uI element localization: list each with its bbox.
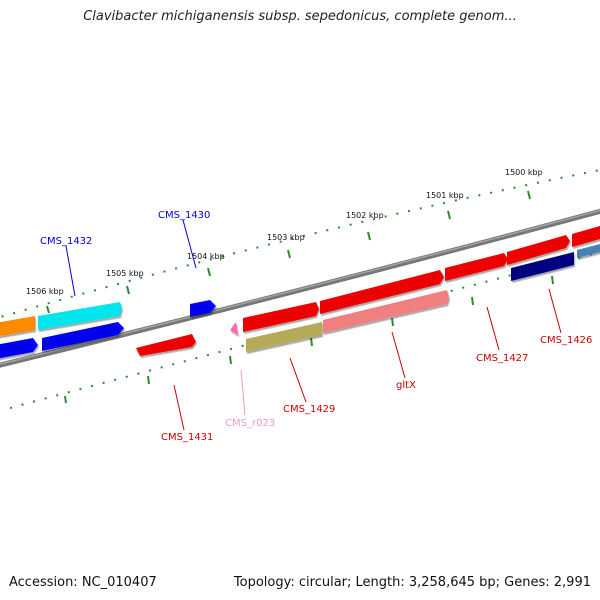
leader-line xyxy=(182,219,197,269)
scale-label: 1503 kbp xyxy=(267,233,305,242)
minor-tick xyxy=(310,337,313,347)
gene-label[interactable]: CMS_1432 xyxy=(40,236,92,247)
gene-arrow[interactable] xyxy=(572,226,600,247)
gene-arrow[interactable] xyxy=(507,235,570,265)
gene-label[interactable]: CMS_1431 xyxy=(161,432,213,443)
scale-label: 1500 kbp xyxy=(505,168,543,177)
leader-line xyxy=(486,306,500,351)
gene-arrow[interactable] xyxy=(0,316,35,337)
leader-line xyxy=(65,245,76,297)
leader-line xyxy=(391,331,406,379)
minor-tick xyxy=(229,355,232,365)
minor-tick xyxy=(64,395,67,404)
gene-label[interactable]: CMS_1426 xyxy=(540,335,592,346)
gene-arrow[interactable] xyxy=(230,322,238,335)
major-tick xyxy=(207,267,211,277)
minor-tick xyxy=(471,296,474,306)
gene-arrow[interactable] xyxy=(320,270,444,314)
major-tick xyxy=(447,210,451,220)
gene-arrow[interactable] xyxy=(0,338,38,359)
leader-line xyxy=(289,357,307,403)
gene-arrow[interactable] xyxy=(38,302,122,330)
outer-scale-ticks xyxy=(0,169,600,319)
map-title: Clavibacter michiganensis subsp. sepedon… xyxy=(83,9,517,24)
gene-label[interactable]: gltX xyxy=(396,380,416,391)
major-tick xyxy=(527,190,531,200)
gene-arrow[interactable] xyxy=(136,334,196,356)
gene-label[interactable]: CMS_1427 xyxy=(476,353,528,364)
scale-label: 1504 kbp xyxy=(187,252,225,261)
major-tick xyxy=(126,285,130,295)
gene-arrow[interactable] xyxy=(445,253,508,281)
major-tick xyxy=(287,249,291,259)
gene-label[interactable]: CMS_1430 xyxy=(158,210,210,221)
scale-label: 1505 kbp xyxy=(106,269,144,278)
gene-arrow[interactable] xyxy=(577,244,600,258)
gene-arrow[interactable] xyxy=(246,322,322,352)
leader-line xyxy=(173,384,185,431)
major-tick xyxy=(46,305,50,314)
inner-scale-ticks xyxy=(9,251,600,409)
minor-tick xyxy=(147,375,150,385)
minor-tick xyxy=(551,275,554,285)
gene-arrow[interactable] xyxy=(511,252,574,281)
scale-label: 1501 kbp xyxy=(426,191,464,200)
leader-line xyxy=(240,369,246,416)
gene-label[interactable]: CMS_r023 xyxy=(225,418,275,429)
minor-tick xyxy=(391,317,394,327)
scale-label: 1502 kbp xyxy=(346,211,384,220)
accession-text: Accession: NC_010407 xyxy=(9,575,157,590)
topology-summary: Topology: circular; Length: 3,258,645 bp… xyxy=(233,575,591,590)
scale-label: 1506 kbp xyxy=(26,287,64,296)
gene-arrow[interactable] xyxy=(42,322,124,351)
gene-arrow[interactable] xyxy=(323,290,449,333)
genome-backbone xyxy=(0,208,600,368)
major-tick xyxy=(367,231,371,241)
leader-line xyxy=(548,288,562,334)
gene-arrow[interactable] xyxy=(243,302,319,332)
gene-label[interactable]: CMS_1429 xyxy=(283,404,335,415)
gene-arrow[interactable] xyxy=(190,300,216,317)
